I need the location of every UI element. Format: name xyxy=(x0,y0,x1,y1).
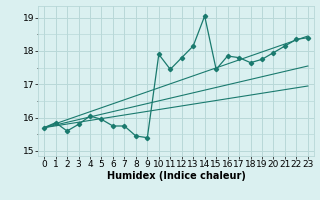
X-axis label: Humidex (Indice chaleur): Humidex (Indice chaleur) xyxy=(107,171,245,181)
